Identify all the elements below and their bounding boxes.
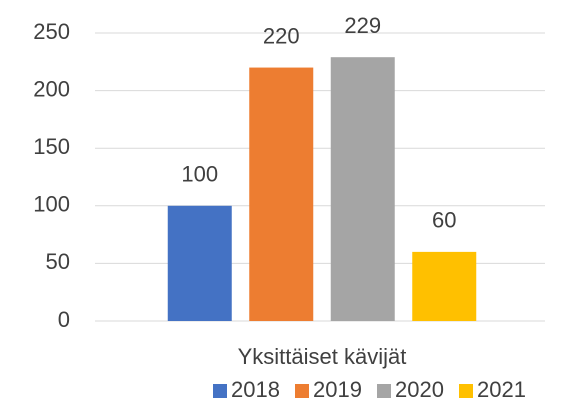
legend-swatch	[459, 384, 473, 398]
y-tick-label: 100	[33, 192, 70, 217]
data-label: 220	[263, 23, 300, 48]
legend-label: 2021	[477, 377, 526, 402]
legend-swatch	[295, 384, 309, 398]
y-tick-label: 0	[58, 307, 70, 332]
bar	[167, 205, 232, 321]
legend-label: 2019	[313, 377, 362, 402]
x-tick-label: Yksittäiset kävijät	[238, 344, 407, 369]
legend-swatch	[213, 384, 227, 398]
legend-label: 2018	[231, 377, 280, 402]
bar	[249, 67, 314, 321]
y-tick-label: 200	[33, 76, 70, 101]
data-label: 100	[181, 162, 218, 187]
data-label: 60	[432, 208, 456, 233]
bar	[412, 251, 477, 321]
legend-swatch	[377, 384, 391, 398]
data-label: 229	[344, 13, 381, 38]
y-tick-label: 250	[33, 19, 70, 44]
y-tick-label: 150	[33, 134, 70, 159]
legend-label: 2020	[395, 377, 444, 402]
y-tick-label: 50	[46, 249, 70, 274]
bar	[330, 57, 395, 321]
